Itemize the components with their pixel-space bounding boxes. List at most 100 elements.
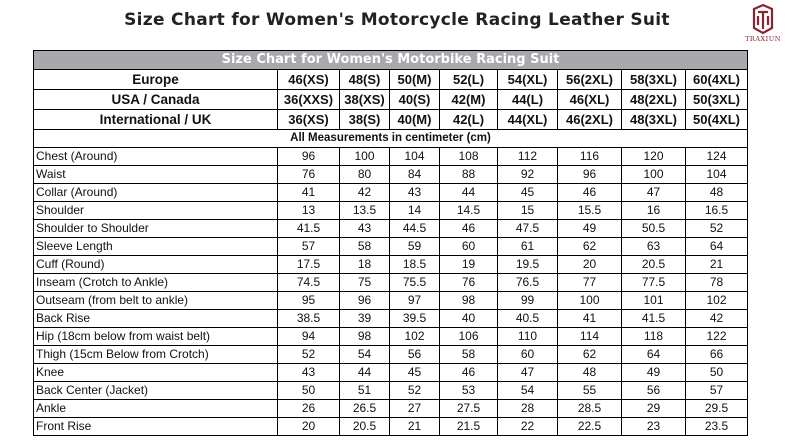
measurement-name: Waist [33,165,278,184]
measurement-value: 46 [439,363,498,382]
measurement-value: 102 [684,291,749,310]
measurement-value: 114 [557,327,622,346]
measurement-name: Sleeve Length [33,237,278,256]
measurement-value: 106 [439,327,498,346]
measurement-value: 44 [339,363,390,382]
measurement-value: 76 [439,273,498,292]
measurement-value: 52 [684,219,749,238]
measurement-name: Cuff (Round) [33,255,278,274]
measurement-value: 41.5 [621,309,686,328]
size-cell: 38(S) [339,109,390,130]
measurement-value: 108 [439,147,498,166]
measurement-value: 54 [339,345,390,364]
measurement-value: 55 [557,381,622,400]
measurement-value: 62 [557,345,622,364]
measurement-value: 47 [497,363,558,382]
size-cell: 50(M) [389,69,440,90]
measurement-name: Outseam (from belt to ankle) [33,291,278,310]
measurement-value: 88 [439,165,498,184]
measurement-value: 47 [621,183,686,202]
measurement-value: 75.5 [389,273,440,292]
measurement-value: 15 [497,201,558,220]
measurement-name: Ankle [33,399,278,418]
table-row: Collar (Around) 41 42 43 44 45 46 47 48 [33,183,749,202]
table-row: Chest (Around) 96 100 104 108 112 116 120 124 [33,147,749,166]
measurement-value: 14 [389,201,440,220]
measurement-value: 56 [389,345,440,364]
measurement-value: 27 [389,399,440,418]
size-system-row: International / UK 36(XS) 38(S) 40(M) 42(L) 4… [33,109,749,130]
measurement-value: 45 [389,363,440,382]
size-cell: 40(S) [389,89,440,110]
measurement-value: 49 [621,363,686,382]
measurement-value: 110 [497,327,558,346]
measurement-value: 98 [339,327,390,346]
measurement-value: 28.5 [557,399,622,418]
measurement-value: 74.5 [277,273,340,292]
measurement-value: 13 [277,201,340,220]
page-title: Size Chart for Women's Motorcycle Racing… [124,10,670,30]
measurement-value: 104 [389,147,440,166]
measurement-value: 43 [277,363,340,382]
measurement-value: 22 [497,417,558,436]
measurement-value: 64 [621,345,686,364]
measurement-value: 16 [621,201,686,220]
size-cell: 60(4XL) [684,69,749,90]
measurement-value: 80 [339,165,390,184]
table-row: Back Rise 38.5 39 39.5 40 40.5 41 41.5 42 [33,309,749,328]
table-row: Waist 76 80 84 88 92 96 100 104 [33,165,749,184]
measurement-value: 78 [684,273,749,292]
measurement-value: 116 [557,147,622,166]
measurement-value: 112 [497,147,558,166]
table-row: Sleeve Length 57 58 59 60 61 62 63 64 [33,237,749,256]
size-cell: 52(L) [439,69,498,90]
measurement-value: 52 [389,381,440,400]
measurement-value: 62 [557,237,622,256]
size-cell: 36(XXS) [277,89,340,110]
size-cell: 48(3XL) [621,109,686,130]
measurement-value: 96 [277,147,340,166]
measurement-value: 101 [621,291,686,310]
size-system-row: Europe 46(XS) 48(S) 50(M) 52(L) 54(XL) 56(2XL)… [33,69,749,90]
measurement-value: 44.5 [389,219,440,238]
measurement-value: 19.5 [497,255,558,274]
measurement-value: 40.5 [497,309,558,328]
measurement-value: 43 [339,219,390,238]
size-system-row: USA / Canada 36(XXS) 38(XS) 40(S) 42(M) 44(L)… [33,89,749,110]
measurement-value: 41.5 [277,219,340,238]
measurement-value: 50.5 [621,219,686,238]
measurement-value: 77 [557,273,622,292]
measurement-name: Collar (Around) [33,183,278,202]
measurement-value: 44 [439,183,498,202]
measurement-name: Chest (Around) [33,147,278,166]
measurement-name: Front Rise [33,417,278,436]
size-cell: 42(L) [439,109,498,130]
table-row: Ankle 26 26.5 27 27.5 28 28.5 29 29.5 [33,399,749,418]
measurement-value: 94 [277,327,340,346]
size-cell: 48(S) [339,69,390,90]
size-cell: 44(XL) [497,109,558,130]
table-row: Back Center (Jacket) 50 51 52 53 54 55 56 57 [33,381,749,400]
measurement-value: 18 [339,255,390,274]
size-system-label: Europe [33,69,278,90]
measurement-value: 97 [389,291,440,310]
measurement-value: 46 [439,219,498,238]
measurement-value: 47.5 [497,219,558,238]
measurement-value: 122 [684,327,749,346]
measurement-value: 63 [621,237,686,256]
measurement-value: 60 [497,345,558,364]
size-cell: 48(2XL) [621,89,686,110]
size-cell: 40(M) [389,109,440,130]
size-cell: 58(3XL) [621,69,686,90]
size-cell: 38(XS) [339,89,390,110]
table-row: Shoulder 13 13.5 14 14.5 15 15.5 16 16.5 [33,201,749,220]
measurement-value: 60 [439,237,498,256]
size-cell: 46(XL) [557,89,622,110]
measurement-value: 118 [621,327,686,346]
measurement-value: 38.5 [277,309,340,328]
measurement-value: 21 [684,255,749,274]
measurement-name: Back Center (Jacket) [33,381,278,400]
size-chart-table: Size Chart for Women's Motorbike Racing … [32,50,749,436]
measurement-value: 124 [684,147,749,166]
measurement-value: 16.5 [684,201,749,220]
